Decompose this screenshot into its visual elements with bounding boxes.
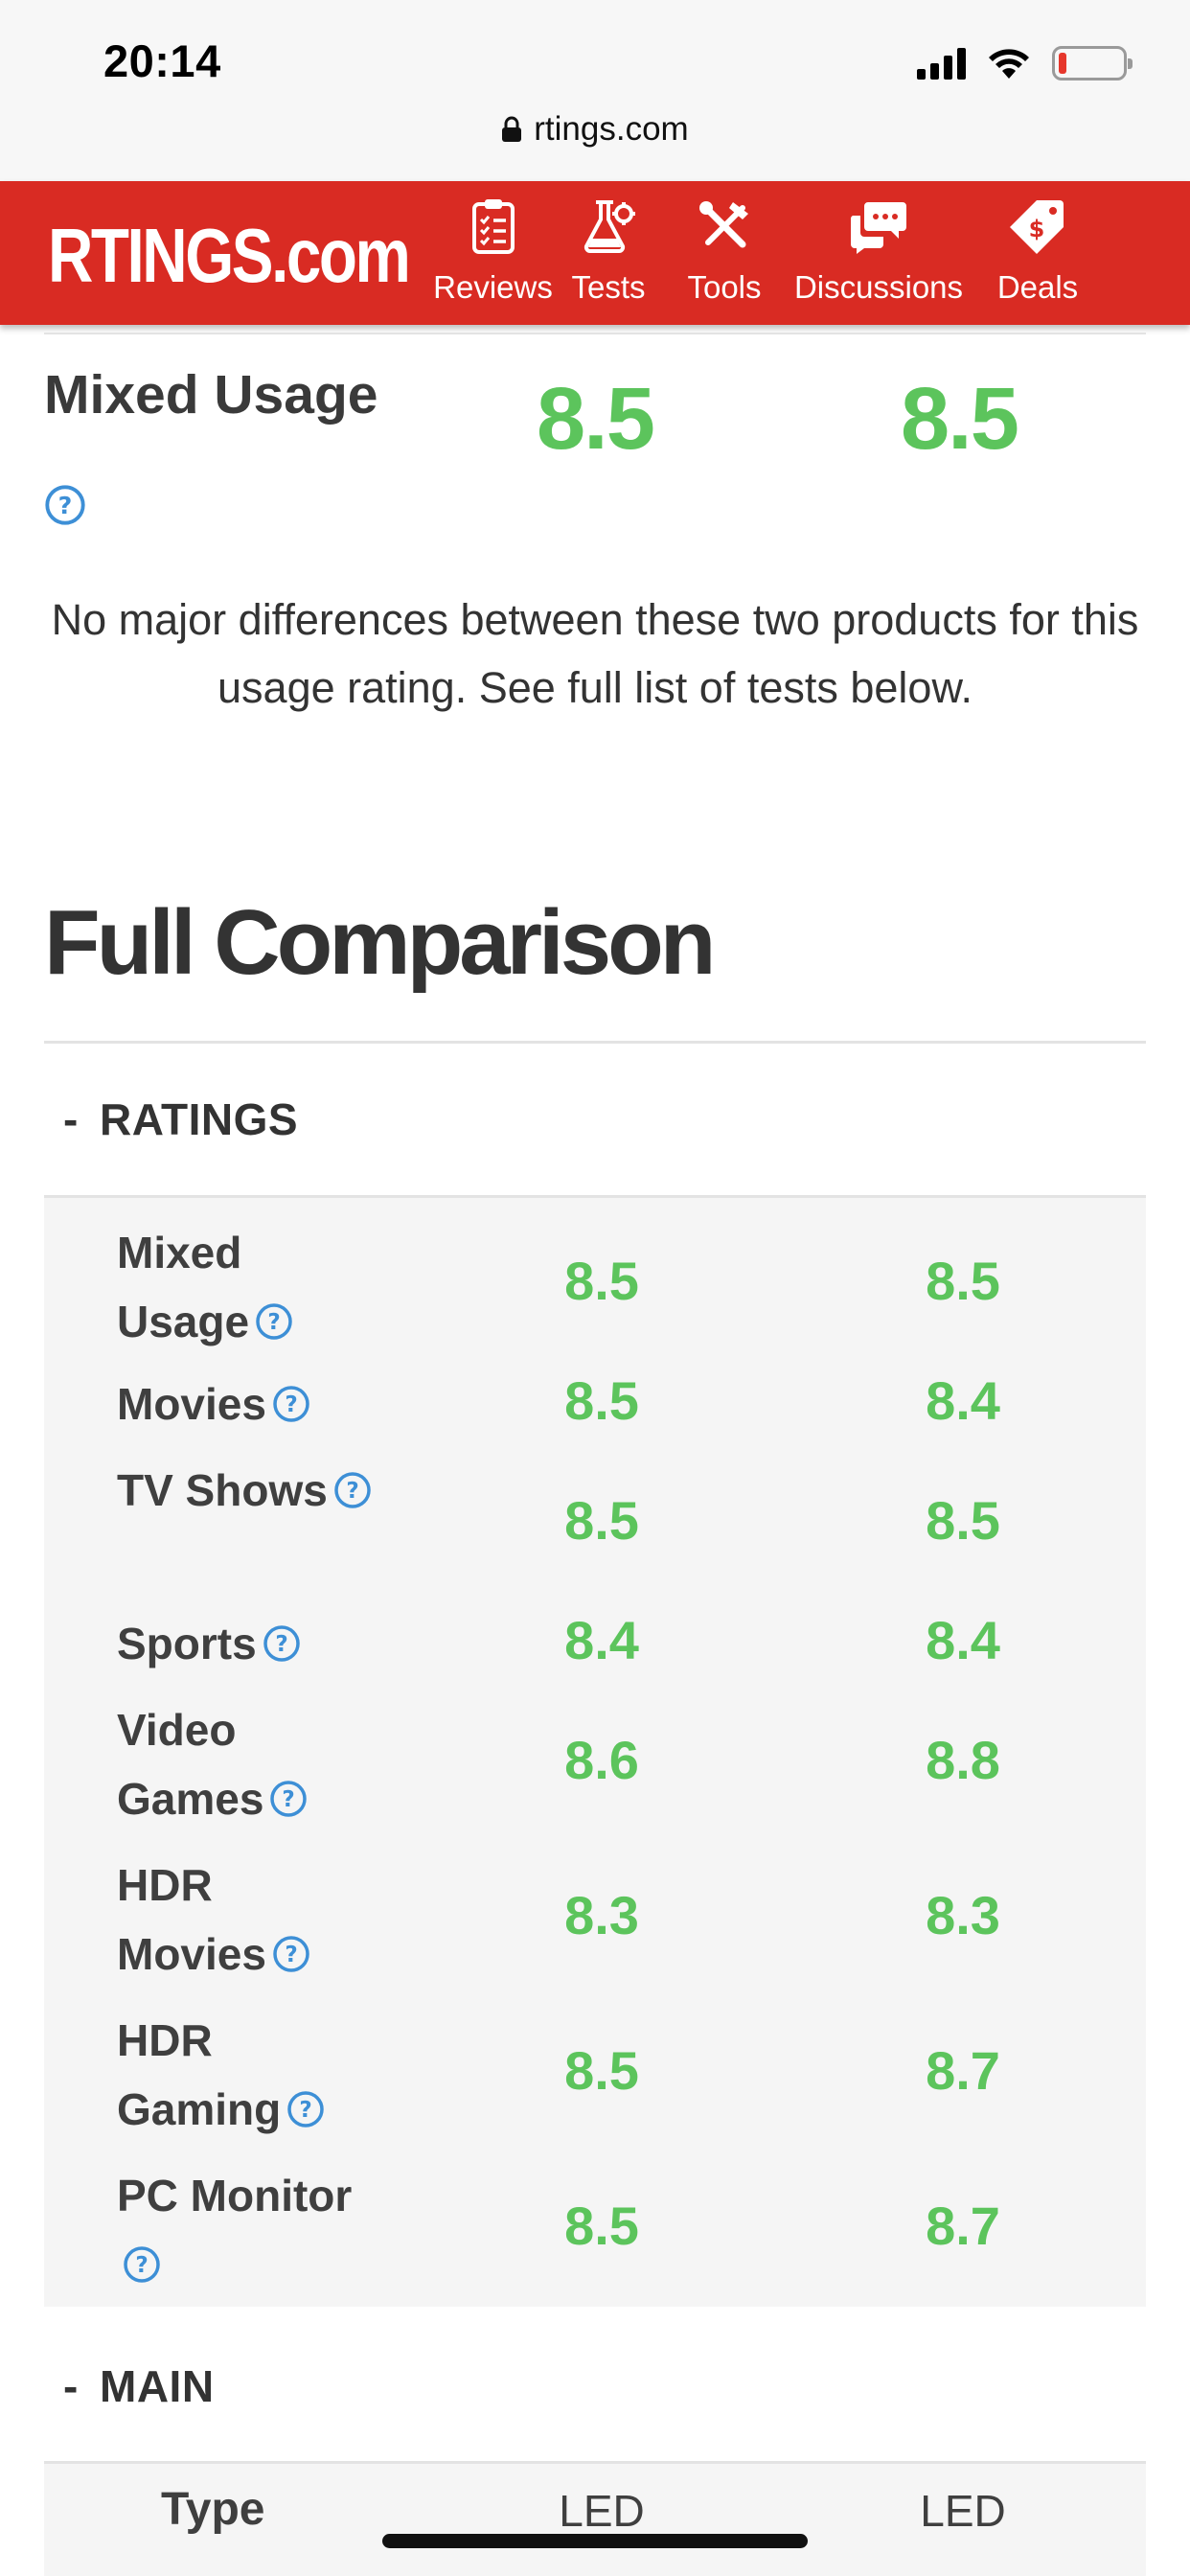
svg-text:?: ? bbox=[283, 1787, 295, 1812]
status-icons bbox=[917, 42, 1133, 84]
divider bbox=[44, 2461, 1146, 2464]
main-row-label: Type bbox=[161, 2484, 265, 2535]
help-icon[interactable]: ? bbox=[255, 1302, 293, 1341]
rating-value-b: 8.8 bbox=[926, 1730, 1000, 1790]
svg-text:?: ? bbox=[285, 1943, 297, 1967]
nav-item-deals[interactable]: $ Deals bbox=[975, 196, 1100, 311]
nav-item-tools[interactable]: Tools bbox=[667, 196, 782, 311]
rating-value-a: 8.4 bbox=[564, 1610, 639, 1670]
help-icon[interactable]: ? bbox=[286, 2090, 325, 2128]
svg-text:?: ? bbox=[135, 2253, 148, 2278]
clipboard-icon bbox=[471, 199, 515, 254]
chat-icon bbox=[850, 202, 906, 254]
rating-label: PC Monitor? bbox=[117, 2161, 385, 2299]
svg-text:?: ? bbox=[300, 2098, 312, 2123]
svg-text:?: ? bbox=[275, 1632, 287, 1657]
help-icon[interactable]: ? bbox=[333, 1471, 372, 1509]
rating-value-a: 8.5 bbox=[564, 1251, 639, 1311]
svg-text:$: $ bbox=[1029, 216, 1045, 242]
tools-icon bbox=[699, 201, 748, 248]
svg-text:?: ? bbox=[346, 1479, 358, 1504]
rating-label: TV Shows? bbox=[117, 1456, 385, 1525]
rating-label: HDR Movies? bbox=[117, 1851, 347, 1989]
nav-item-discussions[interactable]: Discussions bbox=[782, 196, 975, 311]
rating-value-a: 8.5 bbox=[564, 2196, 639, 2256]
nav-label-reviews: Reviews bbox=[433, 269, 553, 305]
help-icon[interactable]: ? bbox=[263, 1624, 301, 1663]
site-navbar: RTINGS.com Reviews Tests bbox=[0, 181, 1190, 325]
usage-score-row: Mixed Usage ? 8.5 8.5 bbox=[0, 363, 1190, 536]
rating-value-b: 8.4 bbox=[926, 1610, 1000, 1670]
nav-label-tools: Tools bbox=[687, 269, 762, 305]
rating-label: Movies? bbox=[117, 1369, 385, 1438]
lock-icon bbox=[502, 116, 522, 142]
rating-value-b: 8.7 bbox=[926, 2040, 1000, 2101]
rating-value-b: 8.7 bbox=[926, 2196, 1000, 2256]
site-logo[interactable]: RTINGS.com bbox=[48, 213, 411, 298]
rating-value-b: 8.3 bbox=[926, 1885, 1000, 1945]
battery-icon bbox=[1052, 46, 1133, 80]
help-icon[interactable]: ? bbox=[44, 484, 86, 526]
wifi-icon bbox=[989, 49, 1029, 79]
help-icon[interactable]: ? bbox=[272, 1935, 310, 1973]
usage-score-label: Mixed Usage bbox=[44, 364, 378, 426]
usage-score-value-a: 8.5 bbox=[537, 370, 655, 468]
svg-text:?: ? bbox=[285, 1392, 297, 1417]
help-icon[interactable]: ? bbox=[123, 2245, 161, 2284]
main-header: MAIN bbox=[100, 2361, 215, 2411]
rating-value-a: 8.5 bbox=[564, 2040, 639, 2101]
usage-score-value-b: 8.5 bbox=[901, 370, 1019, 468]
status-time: 20:14 bbox=[103, 35, 221, 86]
home-indicator[interactable] bbox=[382, 2534, 808, 2548]
nav-menu: Reviews Tests Tools bbox=[433, 196, 1180, 311]
rating-value-a: 8.6 bbox=[564, 1730, 639, 1790]
rating-label: Video Games? bbox=[117, 1695, 347, 1833]
main-row-value-b: LED bbox=[920, 2486, 1006, 2536]
nav-item-reviews[interactable]: Reviews bbox=[433, 196, 553, 311]
flask-icon bbox=[584, 200, 635, 253]
rating-value-a: 8.5 bbox=[564, 1370, 639, 1431]
price-tag-icon: $ bbox=[1010, 200, 1064, 254]
rating-value-b: 8.5 bbox=[926, 1490, 1000, 1551]
nav-label-discussions: Discussions bbox=[793, 269, 964, 305]
divider bbox=[44, 1041, 1146, 1044]
divider bbox=[44, 1195, 1146, 1198]
ratings-header: RATINGS bbox=[100, 1094, 299, 1144]
collapse-icon: - bbox=[63, 2361, 79, 2411]
help-icon[interactable]: ? bbox=[272, 1385, 310, 1423]
address-bar[interactable]: rtings.com bbox=[0, 110, 1190, 149]
rating-value-a: 8.5 bbox=[564, 1490, 639, 1551]
rating-label: Sports? bbox=[117, 1609, 385, 1678]
svg-text:?: ? bbox=[267, 1310, 280, 1335]
main-row-value-a: LED bbox=[559, 2486, 645, 2536]
nav-item-tests[interactable]: Tests bbox=[550, 196, 667, 311]
ratings-table bbox=[44, 1198, 1146, 2307]
main-table bbox=[44, 2464, 1146, 2576]
ratings-group-toggle[interactable]: - RATINGS bbox=[44, 1093, 298, 1145]
url-text: rtings.com bbox=[534, 110, 689, 148]
rating-value-b: 8.4 bbox=[926, 1370, 1000, 1431]
help-icon[interactable]: ? bbox=[269, 1780, 308, 1818]
divider bbox=[44, 333, 1146, 334]
rating-value-b: 8.5 bbox=[926, 1251, 1000, 1311]
section-title: Full Comparison bbox=[44, 891, 716, 994]
nav-label-tests: Tests bbox=[571, 269, 646, 305]
collapse-icon: - bbox=[63, 1094, 79, 1144]
cellular-signal-icon bbox=[917, 47, 966, 80]
comparison-note: No major differences between these two p… bbox=[51, 595, 1139, 712]
rating-label: HDR Gaming? bbox=[117, 2006, 347, 2144]
main-group-toggle[interactable]: - MAIN bbox=[44, 2360, 215, 2412]
rating-value-a: 8.3 bbox=[564, 1885, 639, 1945]
svg-text:?: ? bbox=[58, 492, 73, 519]
nav-label-deals: Deals bbox=[996, 269, 1079, 305]
rating-label: Mixed Usage? bbox=[117, 1218, 385, 1356]
browser-chrome: 20:14 rtings.com bbox=[0, 0, 1190, 181]
